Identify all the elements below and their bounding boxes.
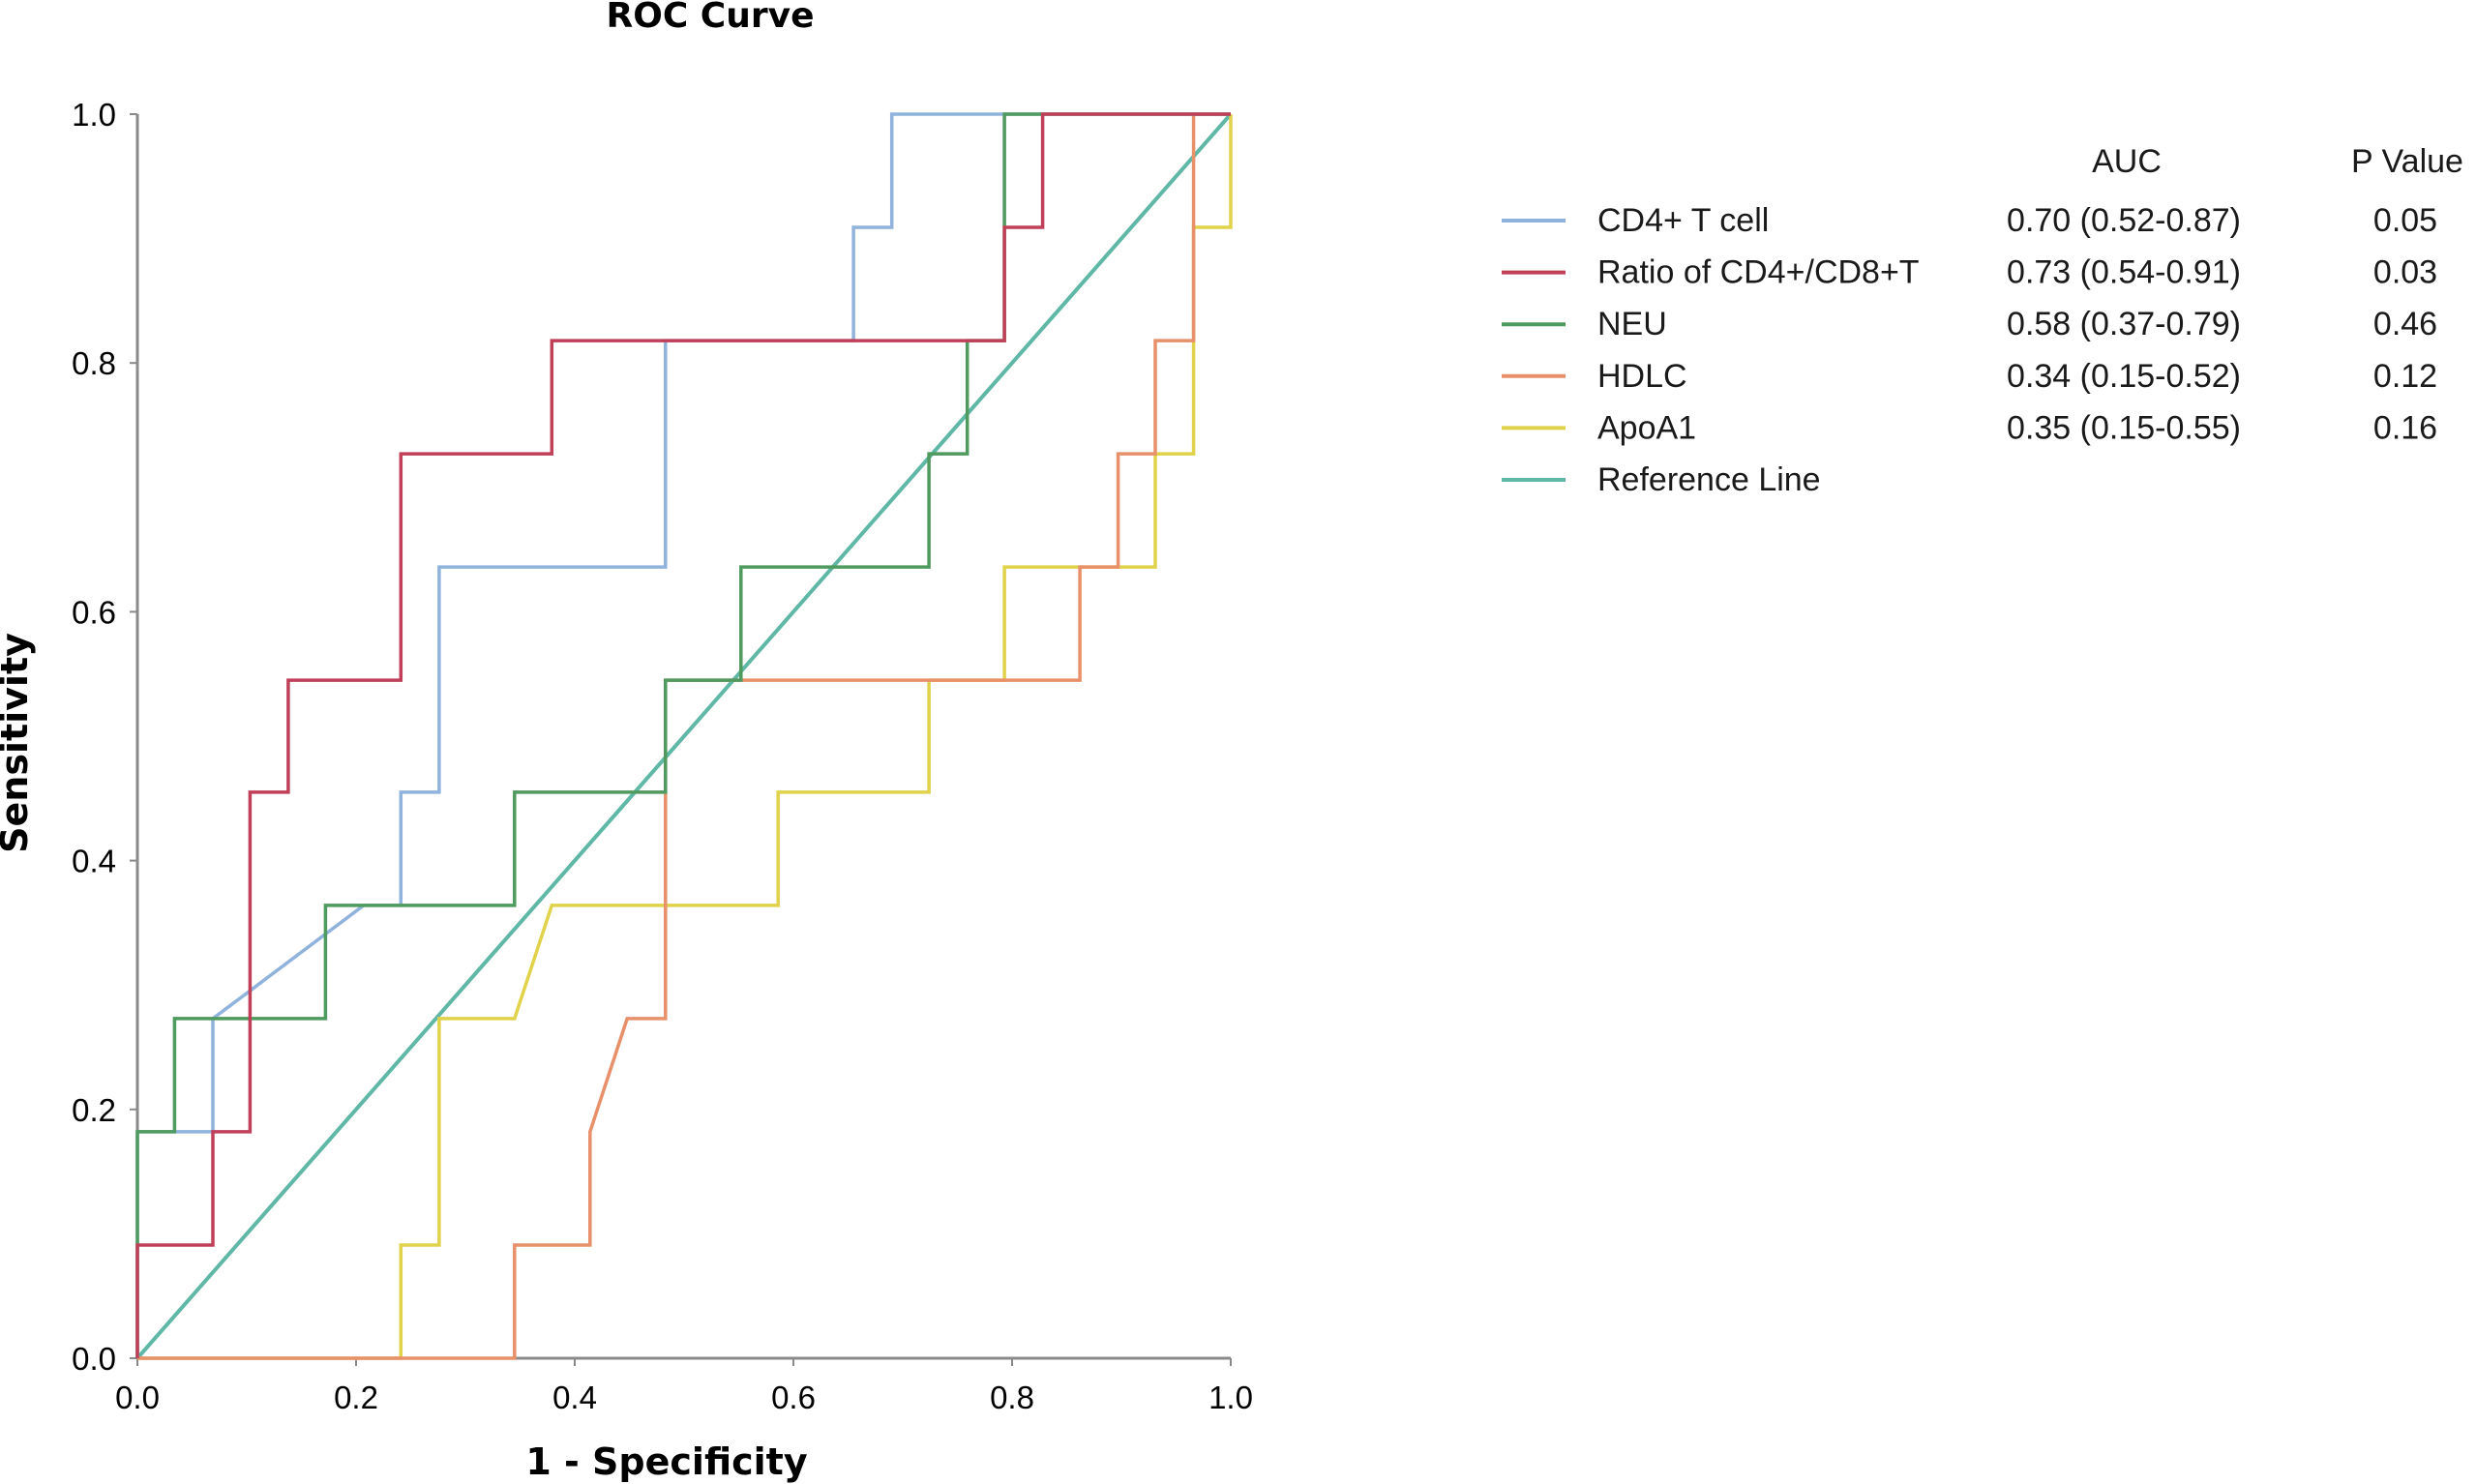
legend-label-cd4-t-cell: CD4+ T cell (1597, 202, 1769, 239)
legend-label-ratio-of-cd4-cd8-t: Ratio of CD4+/CD8+T (1597, 254, 1920, 291)
legend-p-value-hdlc: 0.12 (2373, 358, 2437, 395)
series-line-apoa1 (137, 114, 1233, 1360)
y-tick-label: 0.6 (72, 594, 116, 630)
legend-p-value-apoa1: 0.16 (2373, 409, 2437, 446)
y-tick-label: 0.2 (72, 1092, 116, 1128)
series-line-hdlc (137, 112, 1231, 1360)
y-tick-label: 0.8 (72, 345, 116, 381)
legend-auc-apoa1: 0.35 (0.15-0.55) (2007, 409, 2241, 446)
x-tick-label: 0.6 (771, 1380, 816, 1415)
series-line-reference-line (135, 112, 1233, 1360)
legend-auc-cd4-t-cell: 0.70 (0.52-0.87) (2007, 202, 2241, 239)
legend-p-value-neu: 0.46 (2373, 306, 2437, 342)
y-tick-label: 0.4 (72, 844, 116, 879)
x-axis-title: 1 - Specificity (525, 1440, 807, 1483)
series-group (135, 112, 1233, 1360)
legend-p-value-cd4-t-cell: 0.05 (2373, 202, 2437, 239)
x-tick-label: 1.0 (1208, 1380, 1253, 1415)
y-axis-title: Sensitivity (0, 633, 36, 853)
legend-p-value-ratio-of-cd4-cd8-t: 0.03 (2373, 254, 2437, 291)
legend-label-hdlc: HDLC (1597, 358, 1687, 395)
legend: AUC P Value CD4+ T cell 0.70 (0.52-0.87) 0… (1502, 143, 2463, 498)
axes: 0.0 0.2 0.4 0.6 0.8 1.0 0.0 0.2 0.4 0.6 0.8 1.0 (72, 97, 1253, 1415)
series-line-ratio-of-cd4-cd8-t (135, 112, 1231, 1358)
x-tick-label: 0.8 (990, 1380, 1034, 1415)
series-line-cd4-t-cell (135, 112, 1231, 1358)
chart-title: ROC Curve (607, 0, 815, 36)
legend-auc-ratio-of-cd4-cd8-t: 0.73 (0.54-0.91) (2007, 254, 2241, 291)
y-tick-label: 0.0 (72, 1341, 116, 1377)
legend-label-reference-line: Reference Line (1597, 461, 1821, 498)
legend-header-auc: AUC (2092, 143, 2162, 180)
legend-auc-hdlc: 0.34 (0.15-0.52) (2007, 358, 2241, 395)
legend-auc-neu: 0.58 (0.37-0.79) (2007, 306, 2241, 342)
x-tick-label: 0.0 (115, 1380, 160, 1415)
legend-header-p-value: P Value (2351, 143, 2463, 180)
x-tick-label: 0.4 (552, 1380, 597, 1415)
legend-label-neu: NEU (1597, 306, 1667, 342)
x-tick-label: 0.2 (334, 1380, 378, 1415)
y-tick-label: 1.0 (72, 97, 116, 133)
legend-label-apoa1: ApoA1 (1597, 409, 1696, 446)
